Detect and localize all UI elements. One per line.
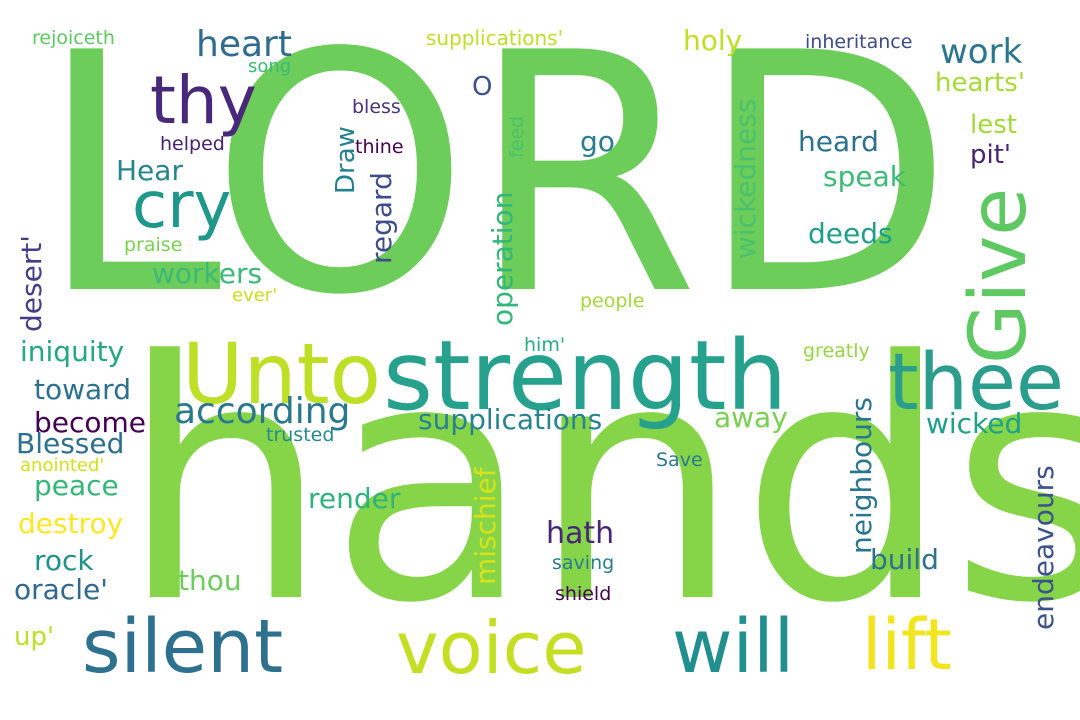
word-become: become [34, 406, 147, 439]
word-oracle: oracle' [14, 573, 108, 606]
word-hearts: hearts' [935, 68, 1025, 98]
word-anointed: anointed' [20, 455, 105, 476]
word-inheritance: inheritance [805, 31, 913, 53]
word-cry: cry [132, 169, 232, 243]
word-saving: saving [552, 552, 615, 574]
word-thine: thine [355, 136, 404, 158]
word-save: Save [656, 449, 703, 471]
word-regard: regard [365, 172, 398, 264]
word-people: people [580, 290, 645, 312]
word-iniquity: iniquity [20, 335, 125, 368]
word-o: O [472, 72, 493, 102]
word-lift: lift [862, 604, 952, 686]
word-mischief: mischief [469, 467, 502, 585]
word-thou: thou [178, 564, 242, 597]
word-lord: LORD [38, 0, 954, 367]
word-bless: bless [352, 96, 401, 118]
word-speak: speak [823, 160, 906, 193]
word-render: render [308, 482, 401, 515]
word-according: according [174, 391, 351, 432]
word-praise: praise [124, 234, 183, 256]
word-song: song [248, 56, 292, 77]
word-workers: workers [152, 257, 263, 290]
word-unto: Unto [182, 325, 382, 423]
word-thee: thee [888, 338, 1064, 428]
word-work: work [940, 32, 1023, 72]
word-deeds: deeds [808, 217, 893, 250]
word-ever: ever' [232, 285, 278, 306]
word-voice: voice [396, 606, 587, 690]
word-destroy: destroy [18, 507, 124, 540]
word-strength: strength [383, 320, 788, 432]
word-endeavours: endeavours [1027, 465, 1060, 630]
word-shield: shield [555, 583, 612, 605]
word-lest: lest [970, 110, 1017, 140]
word-give: Give [954, 187, 1044, 364]
word-peace: peace [34, 469, 119, 502]
word-away: away [714, 401, 788, 434]
word-helped: helped [160, 133, 225, 155]
word-blessed: Blessed [16, 427, 125, 460]
word-feed: feed [506, 115, 528, 158]
word-heart: heart [196, 24, 292, 65]
word-build: build [870, 543, 939, 576]
word-toward: toward [34, 373, 131, 406]
word-thy: thy [150, 62, 257, 139]
word-holy: holy [683, 24, 743, 57]
word-pit: pit' [970, 140, 1012, 170]
word-wicked: wicked [926, 407, 1023, 440]
word-desert: desert' [15, 234, 48, 332]
word-greatly: greatly [803, 340, 870, 362]
word-draw: Draw [331, 126, 361, 194]
word-silent: silent [82, 604, 284, 690]
word-heard: heard [798, 125, 879, 158]
word-hath: hath [546, 516, 615, 551]
word-go: go [580, 125, 615, 158]
word-trusted: trusted [266, 424, 335, 446]
word-up: up' [14, 622, 55, 652]
word-hands: hands [120, 291, 1080, 675]
word-him: him' [524, 334, 566, 356]
word-operation: operation [486, 191, 519, 326]
word-supplications: supplications' [426, 26, 564, 50]
word-supplications: supplications [418, 403, 603, 436]
word-neighbours: neighbours [845, 396, 878, 554]
word-wickedness: wickedness [729, 98, 762, 259]
word-rejoiceth: rejoiceth [32, 27, 115, 49]
word-hear: Hear [116, 154, 183, 187]
word-rock: rock [34, 544, 94, 577]
word-will: will [672, 604, 795, 690]
